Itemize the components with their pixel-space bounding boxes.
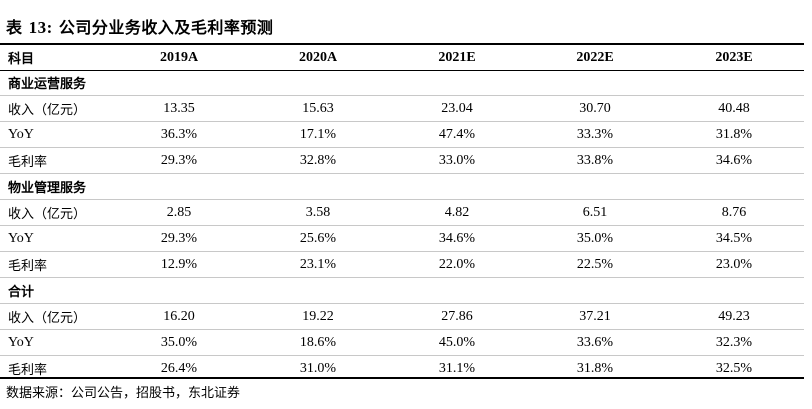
table-cell: 31.8% [576, 360, 614, 376]
table-cell: 32.3% [715, 334, 753, 350]
table-cell: 23.04 [441, 100, 473, 116]
table-cell: 2.85 [166, 204, 192, 220]
top-rule [0, 43, 804, 45]
row-label: YoY [8, 126, 34, 142]
table-cell: 6.51 [582, 204, 608, 220]
table-row: 收入（亿元） 16.20 19.22 27.86 37.21 49.23 [0, 304, 804, 330]
table-cell: 13.35 [163, 100, 195, 116]
table-row: YoY 36.3% 17.1% 47.4% 33.3% 31.8% [0, 122, 804, 148]
table-cell: 8.76 [721, 204, 747, 220]
header-row: 科目 2019A 2020A 2021E 2022E 2023E [0, 45, 804, 70]
table-cell: 29.3% [160, 152, 198, 168]
row-label: YoY [8, 230, 34, 246]
table-cell: 32.5% [715, 360, 753, 376]
table-cell: 22.5% [576, 256, 614, 272]
table-row: 毛利率 29.3% 32.8% 33.0% 33.8% 34.6% [0, 148, 804, 174]
table-cell: 33.3% [576, 126, 614, 142]
bottom-rule [0, 377, 804, 379]
section-row: 商业运营服务 [0, 70, 804, 96]
table-cell: 12.9% [160, 256, 198, 272]
data-source-note: 数据来源：公司公告，招股书，东北证券 [6, 386, 241, 401]
table-cell: 19.22 [302, 308, 334, 324]
table-cell: 29.3% [160, 230, 198, 246]
table-cell: 34.6% [715, 152, 753, 168]
table-cell: 16.20 [163, 308, 195, 324]
table-cell: 45.0% [438, 334, 476, 350]
header-year: 2020A [298, 49, 338, 65]
table-cell: 31.8% [715, 126, 753, 142]
section-row: 物业管理服务 [0, 174, 804, 200]
header-year: 2022E [576, 49, 614, 65]
section-name: 物业管理服务 [8, 181, 87, 196]
table-cell: 31.0% [299, 360, 337, 376]
table-cell: 23.0% [715, 256, 753, 272]
row-label: 收入（亿元） [8, 103, 87, 118]
table-row: YoY 35.0% 18.6% 45.0% 33.6% 32.3% [0, 330, 804, 356]
table-row: YoY 29.3% 25.6% 34.6% 35.0% 34.5% [0, 226, 804, 252]
table-cell: 23.1% [299, 256, 337, 272]
table-cell: 33.8% [576, 152, 614, 168]
table-cell: 37.21 [579, 308, 611, 324]
table-cell: 32.8% [299, 152, 337, 168]
table-cell: 17.1% [299, 126, 337, 142]
header-year: 2021E [438, 49, 476, 65]
table-cell: 40.48 [718, 100, 750, 116]
forecast-table: 科目 2019A 2020A 2021E 2022E 2023E 商业运营服务 … [0, 45, 804, 381]
table-row: 收入（亿元） 2.85 3.58 4.82 6.51 8.76 [0, 200, 804, 226]
table-cell: 3.58 [305, 204, 331, 220]
row-label: 毛利率 [8, 259, 48, 274]
table-row: 毛利率 26.4% 31.0% 31.1% 31.8% 32.5% [0, 356, 804, 382]
table-cell: 33.6% [576, 334, 614, 350]
table-cell: 36.3% [160, 126, 198, 142]
header-rule [0, 70, 804, 71]
table-row: 收入（亿元） 13.35 15.63 23.04 30.70 40.48 [0, 96, 804, 122]
section-name: 商业运营服务 [8, 77, 87, 92]
table-row: 毛利率 12.9% 23.1% 22.0% 22.5% 23.0% [0, 252, 804, 278]
row-label: 毛利率 [8, 363, 48, 378]
header-year: 2023E [715, 49, 753, 65]
table-cell: 18.6% [299, 334, 337, 350]
table-title-number: 13: [28, 18, 53, 37]
table-cell: 34.5% [715, 230, 753, 246]
table-title-prefix: 表 [6, 18, 23, 37]
header-year: 2019A [159, 49, 199, 65]
table-cell: 15.63 [302, 100, 334, 116]
table-cell: 33.0% [438, 152, 476, 168]
table-cell: 35.0% [160, 334, 198, 350]
row-label: 收入（亿元） [8, 311, 87, 326]
table-cell: 35.0% [576, 230, 614, 246]
table-cell: 34.6% [438, 230, 476, 246]
section-name: 合计 [8, 285, 35, 300]
table-cell: 49.23 [718, 308, 750, 324]
row-label: 毛利率 [8, 155, 48, 170]
row-label: YoY [8, 334, 34, 350]
table-cell: 47.4% [438, 126, 476, 142]
table-cell: 25.6% [299, 230, 337, 246]
header-label: 科目 [8, 52, 35, 67]
table-cell: 22.0% [438, 256, 476, 272]
table-cell: 31.1% [438, 360, 476, 376]
table-cell: 27.86 [441, 308, 473, 324]
table-title-text: 公司分业务收入及毛利率预测 [58, 18, 274, 37]
table-cell: 26.4% [160, 360, 198, 376]
row-label: 收入（亿元） [8, 207, 87, 222]
table-cell: 4.82 [444, 204, 470, 220]
table-title: 表 13: 公司分业务收入及毛利率预测 [6, 14, 273, 38]
table-cell: 30.70 [579, 100, 611, 116]
section-row: 合计 [0, 278, 804, 304]
